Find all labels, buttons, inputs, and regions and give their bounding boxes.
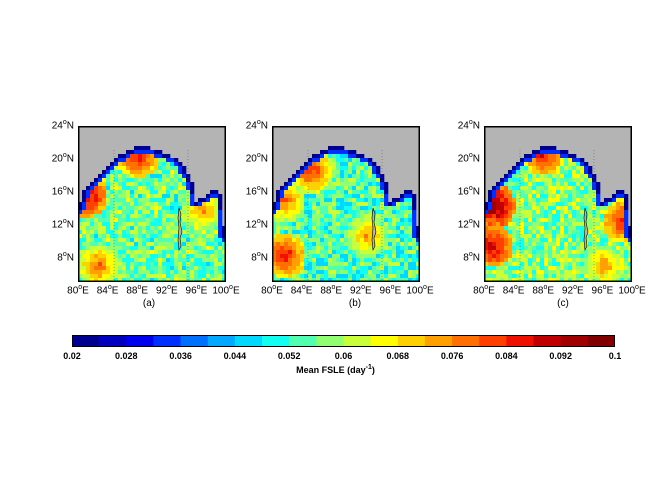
- panel-caption-c: (c): [557, 298, 569, 309]
- lat-tick-label: 20oN: [245, 152, 268, 165]
- fsle-map-a: [78, 126, 226, 282]
- map-panel-a: [78, 126, 226, 282]
- lon-tick-label: 96oE: [591, 284, 614, 297]
- lat-tick-label: 12oN: [457, 218, 480, 231]
- colorbar-segment: [424, 335, 453, 347]
- lon-tick-label: 84oE: [96, 284, 119, 297]
- lon-tick-label: 92oE: [561, 284, 584, 297]
- lon-tick-label: 96oE: [379, 284, 402, 297]
- colorbar-segment: [153, 335, 182, 347]
- lat-tick-label: 8oN: [463, 251, 480, 264]
- lon-tick-label: 100oE: [212, 284, 240, 297]
- colorbar-segment: [397, 335, 426, 347]
- colorbar-segment: [587, 335, 615, 347]
- lon-tick-label: 92oE: [155, 284, 178, 297]
- map-frame: [484, 126, 632, 282]
- colorbar-tick-label: 0.068: [386, 351, 410, 361]
- colorbar-segment: [452, 335, 480, 347]
- colorbar-segment: [343, 335, 372, 347]
- lon-tick-label: 88oE: [126, 284, 149, 297]
- lat-tick-label: 24oN: [457, 119, 480, 132]
- colorbar: [72, 335, 615, 347]
- lon-tick-label: 100oE: [618, 284, 646, 297]
- colorbar-segment: [560, 335, 589, 347]
- colorbar-segment: [506, 335, 535, 347]
- lat-tick-label: 16oN: [245, 185, 268, 198]
- colorbar-segment: [180, 335, 209, 347]
- colorbar-segment: [370, 335, 399, 347]
- fsle-field: [78, 146, 226, 282]
- lon-tick-label: 84oE: [502, 284, 525, 297]
- panel-caption-a: (a): [142, 298, 156, 309]
- colorbar-tick-label: 0.02: [63, 351, 81, 361]
- lat-tick-label: 12oN: [51, 218, 74, 231]
- colorbar-tick-label: 0.1: [608, 351, 622, 361]
- colorbar-tick-label: 0.028: [115, 351, 138, 361]
- colorbar-tick-label: 0.06: [334, 351, 353, 361]
- colorbar-tick-label: 0.052: [277, 351, 301, 361]
- andaman-islands: [371, 207, 377, 252]
- andaman-islands: [583, 207, 589, 252]
- colorbar-frame: [72, 335, 615, 347]
- lon-tick-label: 80oE: [261, 284, 283, 297]
- colorbar-tick-label: 0.036: [169, 351, 192, 361]
- lat-tick-label: 20oN: [457, 152, 480, 165]
- lat-tick-label: 12oN: [245, 218, 268, 231]
- lat-tick-label: 8oN: [251, 251, 268, 264]
- colorbar-tick-label: 0.084: [495, 351, 518, 361]
- lon-tick-label: 80oE: [473, 284, 495, 297]
- colorbar-tick-label: 0.076: [440, 351, 464, 361]
- colorbar-segment: [99, 335, 127, 347]
- lon-tick-label: 84oE: [290, 284, 313, 297]
- fsle-map-b: [272, 126, 420, 282]
- lon-tick-label: 96oE: [185, 284, 208, 297]
- lon-tick-label: 80oE: [67, 284, 89, 297]
- lat-tick-label: 24oN: [51, 119, 74, 132]
- colorbar-segment: [234, 335, 263, 347]
- colorbar-tick-label: 0.044: [223, 351, 247, 361]
- panel-caption-b: (b): [348, 298, 362, 309]
- colorbar-label: Mean FSLE (day-1): [296, 364, 375, 375]
- lon-tick-label: 88oE: [320, 284, 343, 297]
- colorbar-segment: [72, 335, 100, 347]
- lon-tick-label: 92oE: [349, 284, 372, 297]
- andaman-islands: [177, 207, 183, 252]
- lon-tick-label: 100oE: [406, 284, 434, 297]
- colorbar-tick-label: 0.092: [549, 351, 572, 361]
- lon-tick-label: 88oE: [532, 284, 555, 297]
- lat-tick-label: 24oN: [245, 119, 268, 132]
- fsle-map-c: [484, 126, 632, 282]
- map-frame: [272, 126, 420, 282]
- map-frame: [78, 126, 226, 282]
- lat-tick-label: 20oN: [51, 152, 74, 165]
- colorbar-segment: [533, 335, 562, 347]
- colorbar-segment: [316, 335, 344, 347]
- map-panel-c: [484, 126, 632, 282]
- colorbar-segment: [262, 335, 290, 347]
- colorbar-segment: [207, 335, 236, 347]
- colorbar-segment: [126, 335, 154, 347]
- colorbar-segment: [289, 335, 317, 347]
- lat-tick-label: 16oN: [457, 185, 480, 198]
- lat-tick-label: 16oN: [51, 185, 74, 198]
- map-panel-b: [272, 126, 420, 282]
- fsle-field: [484, 146, 632, 282]
- lat-tick-label: 8oN: [57, 251, 74, 264]
- colorbar-segment: [479, 335, 507, 347]
